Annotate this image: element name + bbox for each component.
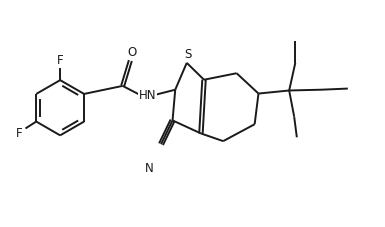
- Text: F: F: [16, 127, 23, 140]
- Text: HN: HN: [139, 89, 156, 102]
- Text: N: N: [145, 162, 154, 175]
- Text: F: F: [57, 54, 64, 67]
- Text: O: O: [127, 46, 137, 59]
- Text: S: S: [184, 48, 192, 61]
